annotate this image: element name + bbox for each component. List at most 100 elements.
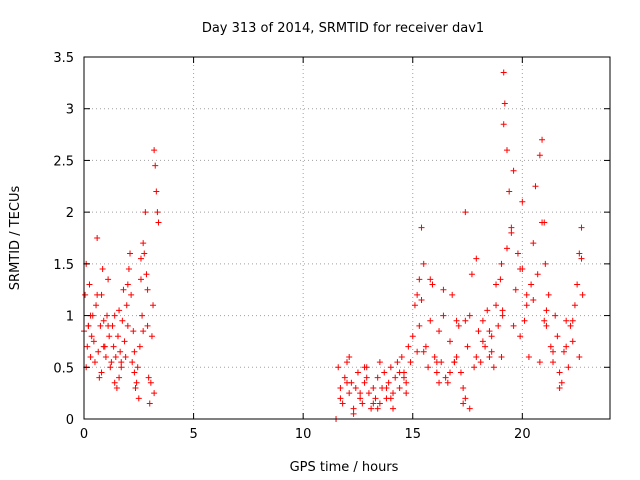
data-point — [387, 395, 394, 402]
data-point — [152, 162, 159, 169]
data-point — [91, 359, 98, 366]
data-point — [447, 338, 454, 345]
data-point — [534, 271, 541, 278]
data-point — [400, 374, 407, 381]
data-point — [350, 405, 357, 412]
data-point — [363, 374, 370, 381]
data-point — [567, 322, 574, 329]
data-point — [493, 281, 500, 288]
data-point — [541, 317, 548, 324]
data-point — [119, 317, 126, 324]
y-tick-label: 0 — [66, 413, 74, 428]
x-tick-label: 20 — [514, 427, 531, 442]
data-point — [539, 136, 546, 143]
data-point — [137, 255, 144, 262]
data-point — [440, 312, 447, 319]
data-point — [385, 379, 392, 386]
chart-title: Day 313 of 2014, SRMTID for receiver dav… — [202, 21, 484, 36]
data-point — [479, 317, 486, 324]
axis-ticks: 0 5 10 15 20 0 0.5 1 1.5 2 2.5 3 3.5 — [53, 51, 610, 442]
data-point — [104, 312, 111, 319]
data-point — [525, 353, 532, 360]
data-point — [94, 235, 101, 241]
data-point — [87, 353, 94, 360]
data-point — [422, 343, 429, 350]
data-point — [433, 359, 440, 366]
data-point — [130, 328, 137, 335]
data-point — [383, 384, 390, 391]
data-point — [503, 147, 510, 154]
data-point — [411, 302, 418, 309]
y-axis-label: SRMTID / TECUs — [8, 186, 23, 291]
data-point — [128, 291, 135, 298]
y-tick-label: 1 — [66, 310, 74, 325]
data-point — [131, 348, 138, 355]
data-point — [488, 333, 495, 340]
data-point — [94, 291, 101, 298]
data-point — [121, 338, 128, 345]
data-point — [431, 353, 438, 360]
data-point — [394, 359, 401, 366]
data-point — [118, 364, 125, 371]
data-point — [335, 364, 342, 371]
data-point — [350, 410, 357, 417]
data-point — [558, 379, 565, 386]
data-point — [574, 281, 581, 288]
data-point — [143, 271, 150, 278]
data-point — [560, 348, 567, 355]
data-point — [370, 384, 377, 391]
data-point — [471, 364, 478, 371]
data-point — [512, 286, 519, 293]
data-point — [145, 374, 152, 381]
data-point — [547, 343, 554, 350]
data-point — [498, 260, 505, 267]
data-point — [153, 188, 160, 195]
data-point — [339, 400, 346, 407]
data-point — [142, 209, 149, 216]
data-point — [436, 328, 443, 335]
data-point — [107, 364, 114, 371]
data-point — [528, 281, 535, 288]
data-point — [390, 390, 397, 397]
data-point — [111, 312, 118, 319]
data-point — [556, 369, 563, 376]
data-point — [357, 390, 364, 397]
data-point — [120, 286, 127, 293]
data-point — [473, 353, 480, 360]
data-point — [116, 307, 123, 314]
data-point — [501, 100, 508, 107]
data-point — [493, 302, 500, 309]
data-point — [98, 369, 105, 376]
data-point — [449, 291, 456, 298]
data-point — [420, 260, 427, 267]
data-point — [517, 333, 524, 340]
data-point — [403, 379, 410, 386]
y-tick-label: 0.5 — [53, 361, 74, 376]
data-point — [453, 353, 460, 360]
data-point — [113, 384, 120, 391]
data-point — [495, 322, 502, 329]
data-point — [499, 312, 506, 319]
data-point — [118, 359, 125, 366]
data-point — [108, 359, 115, 366]
data-point — [569, 338, 576, 345]
data-point — [144, 286, 151, 293]
data-point — [105, 276, 112, 283]
data-point — [396, 369, 403, 376]
data-point — [436, 379, 443, 386]
data-point — [545, 291, 552, 298]
data-point — [409, 333, 416, 340]
data-point — [365, 390, 372, 397]
data-point — [543, 322, 550, 329]
data-point — [124, 281, 131, 288]
data-point — [542, 260, 549, 267]
data-point — [88, 333, 95, 340]
grid — [84, 57, 610, 419]
data-point — [155, 219, 162, 226]
data-point — [453, 317, 460, 324]
data-point — [510, 167, 517, 174]
data-point — [455, 322, 462, 329]
data-point — [508, 229, 515, 236]
data-point — [418, 297, 425, 304]
